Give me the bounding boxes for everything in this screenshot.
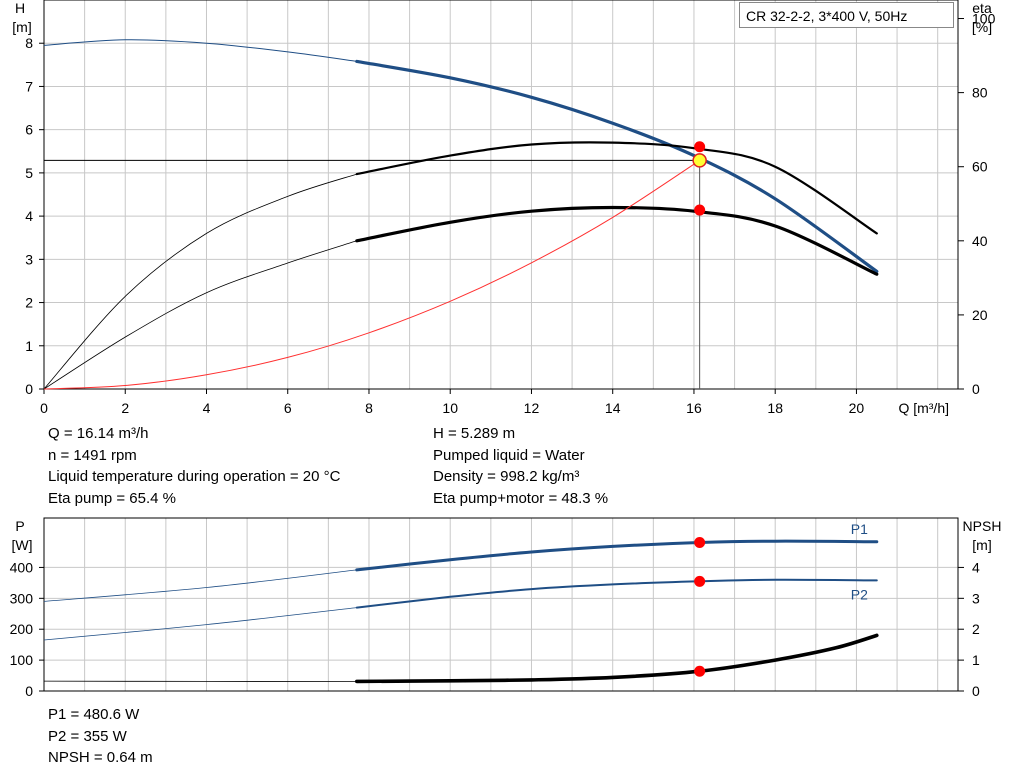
flow-readout: Q = 16.14 m³/h	[48, 425, 149, 442]
liquid-temperature-readout: Liquid temperature during operation = 20…	[48, 468, 341, 485]
p1-duty-marker	[694, 537, 706, 549]
p0-left-tick-label: 4	[25, 208, 33, 224]
p0-x-tick-label: 18	[767, 400, 783, 416]
p1-curve-outside-range	[43, 569, 357, 602]
p0-left-tick-label: 3	[25, 251, 33, 267]
p0-right-tick-label: 80	[972, 85, 988, 101]
eta-pump-curve	[355, 141, 878, 235]
npsh-readout: NPSH = 0.64 m	[48, 749, 153, 766]
eta-pump-motor-curve-outside-range	[43, 240, 357, 390]
p0-x-tick-label: 10	[442, 400, 458, 416]
p0-x-tick-label: 14	[605, 400, 621, 416]
p1-left-tick-label: 400	[10, 559, 34, 575]
p0-x-tick-label: 12	[524, 400, 540, 416]
p0-right-tick-label: 100	[972, 11, 996, 27]
p1-right-tick-label: 3	[972, 590, 980, 606]
p0-x-axis-title: Q [m³/h]	[898, 400, 949, 416]
p2-readout: P2 = 355 W	[48, 727, 127, 745]
p1-left-tick-label: 100	[10, 652, 34, 668]
p0-right-tick-label: 0	[972, 381, 980, 397]
p0-x-tick-label: 2	[121, 400, 129, 416]
p0-x-tick-label: 16	[686, 400, 702, 416]
p1-left-axis-unit: [W]	[12, 537, 33, 553]
power-info: P1 = 480.6 W P2 = 355 W NPSH = 0.64 m	[48, 704, 153, 769]
p0-x-tick-label: 6	[284, 400, 292, 416]
p0-left-tick-label: 1	[25, 338, 33, 354]
p2-curve-outside-range	[43, 607, 357, 641]
p0-x-tick-label: 4	[203, 400, 211, 416]
p0-left-axis-unit: [m]	[12, 19, 31, 35]
p0-right-tick-label: 20	[972, 307, 988, 323]
p0-x-tick-label: 8	[365, 400, 373, 416]
operating-info-left: Q = 16.14 m³/h n = 1491 rpm Liquid tempe…	[48, 423, 340, 509]
p1-plot-frame	[43, 517, 959, 692]
p0-right-axis-title: eta	[972, 0, 992, 16]
p1-left-tick-label: 0	[25, 683, 33, 699]
p1-right-tick-label: 0	[972, 683, 980, 699]
p1-curve	[355, 539, 879, 572]
p2-curve	[355, 578, 878, 609]
head-curve	[355, 59, 879, 273]
duty-point-marker	[692, 153, 707, 168]
npsh-curve	[355, 633, 879, 684]
eta-pump-motor-duty-marker	[694, 204, 706, 216]
p1-right-axis-unit: [m]	[972, 537, 991, 553]
npsh-duty-marker	[694, 665, 706, 677]
eta-pump-readout: Eta pump = 65.4 %	[48, 489, 176, 507]
p1-right-tick-label: 1	[972, 652, 980, 668]
p0-left-tick-label: 2	[25, 295, 33, 311]
p0-plot-frame	[43, 0, 959, 390]
p0-left-tick-label: 7	[25, 78, 33, 94]
p0-x-tick-label: 0	[40, 400, 48, 416]
eta-pump-motor-curve	[355, 205, 879, 276]
eta-pump-duty-marker	[694, 141, 706, 153]
density-readout: Density = 998.2 kg/m³	[433, 468, 580, 485]
p1-readout: P1 = 480.6 W	[48, 706, 140, 723]
p1-left-axis-title: P	[15, 518, 24, 534]
head-readout: H = 5.289 m	[433, 425, 516, 442]
p0-x-tick-label: 20	[849, 400, 865, 416]
eta-pump-curve-outside-range	[43, 173, 357, 390]
p1-right-axis-title: NPSH	[963, 518, 1002, 534]
operating-info-right: H = 5.289 m Pumped liquid = Water Densit…	[433, 423, 608, 509]
p0-left-axis-title: H	[15, 0, 25, 16]
p0-right-tick-label: 40	[972, 233, 988, 249]
p0-left-tick-label: 0	[25, 381, 33, 397]
p2-duty-marker	[694, 575, 706, 587]
pumped-liquid-readout: Pumped liquid = Water	[433, 446, 585, 464]
p0-left-tick-label: 6	[25, 122, 33, 138]
p1-right-tick-label: 4	[972, 559, 980, 575]
p0-left-tick-label: 5	[25, 165, 33, 181]
system-curve-curve	[43, 159, 700, 390]
p0-right-tick-label: 60	[972, 159, 988, 175]
p1-series-label: P1	[851, 521, 868, 537]
p1-left-tick-label: 300	[10, 590, 34, 606]
p1-left-tick-label: 200	[10, 621, 34, 637]
p1-right-tick-label: 2	[972, 621, 980, 637]
p0-right-axis-unit: [%]	[972, 19, 992, 35]
head-curve-outside-range	[43, 39, 357, 62]
speed-readout: n = 1491 rpm	[48, 446, 137, 464]
pump-model-label: CR 32-2-2, 3*400 V, 50Hz	[739, 2, 954, 28]
eta-pump-motor-readout: Eta pump+motor = 48.3 %	[433, 489, 609, 507]
p0-left-tick-label: 8	[25, 35, 33, 51]
p2-series-label: P2	[851, 586, 868, 602]
